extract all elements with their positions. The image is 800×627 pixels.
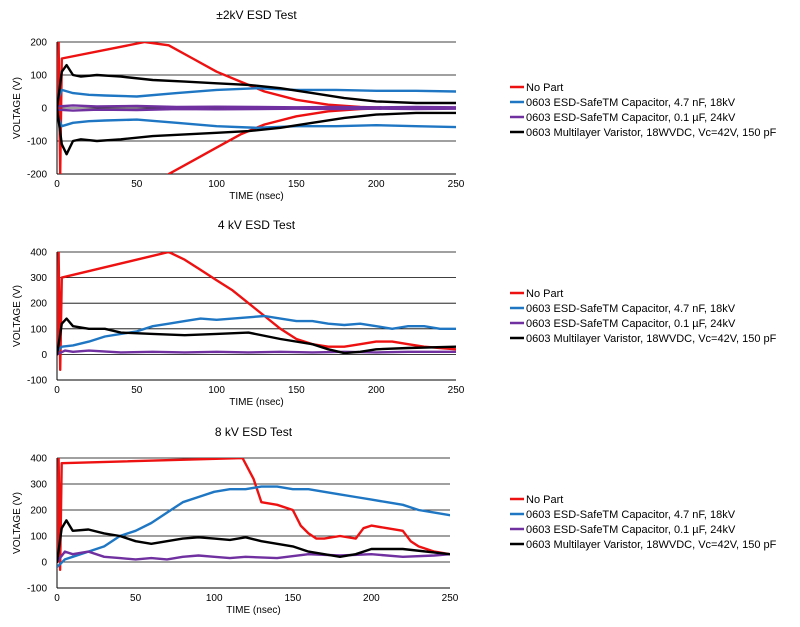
legend-label: 0603 ESD-SafeTM Capacitor, 0.1 µF, 24kV [526,112,736,124]
legend-label: 0603 Multilayer Varistor, 18WVDC, Vc=42V… [526,333,777,345]
series-line-cap_4n7 [57,314,456,353]
series-line-varistor [57,317,456,356]
chart-0: ±2kV ESD Test -200 -100 0 100 200 0 50 100 150 200… [12,8,777,202]
x-tick-label: 200 [363,593,380,604]
y-tick-label: 0 [41,350,47,361]
x-tick-label: 0 [54,385,60,396]
legend-label: 0603 Multilayer Varistor, 18WVDC, Vc=42V… [526,539,777,551]
x-tick-label: 100 [208,179,225,190]
y-tick-label: 200 [30,299,47,310]
series-line-no_part [57,252,456,371]
series-line-cap_4n7 [57,86,456,103]
series-line-cap_4n7 [57,113,456,130]
legend-label: No Part [526,494,563,506]
x-tick-label: 200 [368,179,385,190]
legend-label: 0603 ESD-SafeTM Capacitor, 4.7 nF, 18kV [526,303,736,315]
y-tick-label: 0 [41,104,47,115]
x-axis-label: TIME (nsec) [226,605,280,616]
chart-2: 8 kV ESD Test -100 0 100 200 300 400 0 50 100 150 2… [12,425,777,616]
chart-title: 8 kV ESD Test [215,425,293,439]
y-axis-label: VOLTAGE (V) [12,492,23,554]
y-tick-label: 400 [30,454,47,465]
series-line-varistor [57,519,450,564]
x-tick-label: 150 [288,179,305,190]
y-tick-label: -100 [27,137,47,148]
x-tick-label: 200 [368,385,385,396]
legend-label: 0603 Multilayer Varistor, 18WVDC, Vc=42V… [526,127,777,139]
x-axis-label: TIME (nsec) [229,191,283,202]
x-tick-label: 150 [284,593,301,604]
y-tick-label: 100 [30,532,47,543]
y-axis-label: VOLTAGE (V) [12,77,23,139]
series-line-cap_0u1 [57,550,450,564]
y-tick-label: -100 [27,376,47,387]
series-line-varistor [57,63,456,110]
x-tick-label: 150 [288,385,305,396]
y-tick-label: 300 [30,273,47,284]
y-tick-label: -200 [27,170,47,181]
x-axis-label: TIME (nsec) [229,397,283,408]
legend-label: 0603 ESD-SafeTM Capacitor, 0.1 µF, 24kV [526,524,736,536]
y-axis-label: VOLTAGE (V) [12,285,23,347]
x-tick-label: 50 [131,179,143,190]
x-tick-label: 50 [130,593,142,604]
series-line-varistor [57,106,456,156]
x-tick-label: 0 [54,593,60,604]
x-tick-label: 100 [206,593,223,604]
x-tick-label: 0 [54,179,60,190]
series-line-cap_0u1 [57,349,456,356]
chart-title: 4 kV ESD Test [218,218,296,232]
y-tick-label: 400 [30,248,47,259]
legend-label: No Part [526,82,563,94]
y-tick-label: 100 [30,71,47,82]
series-line-cap_0u1 [57,104,456,109]
y-tick-label: 200 [30,38,47,49]
x-tick-label: 100 [208,385,225,396]
legend-label: No Part [526,288,563,300]
legend-label: 0603 ESD-SafeTM Capacitor, 4.7 nF, 18kV [526,509,736,521]
y-tick-label: 300 [30,480,47,491]
legend-label: 0603 ESD-SafeTM Capacitor, 0.1 µF, 24kV [526,318,736,330]
x-tick-label: 250 [442,593,459,604]
legend-label: 0603 ESD-SafeTM Capacitor, 4.7 nF, 18kV [526,97,736,109]
y-tick-label: 100 [30,324,47,335]
series-line-cap_4n7 [57,485,450,569]
series-line-no_part [57,458,450,571]
x-tick-label: 250 [448,385,465,396]
series-line-cap_0u1 [57,107,456,112]
y-tick-label: -100 [27,584,47,595]
y-tick-label: 0 [41,558,47,569]
y-tick-label: 200 [30,506,47,517]
x-tick-label: 250 [448,179,465,190]
chart-1: 4 kV ESD Test -100 0 100 200 300 400 0 50 100 150 2… [12,218,777,408]
x-tick-label: 50 [131,385,143,396]
chart-title: ±2kV ESD Test [216,8,297,22]
